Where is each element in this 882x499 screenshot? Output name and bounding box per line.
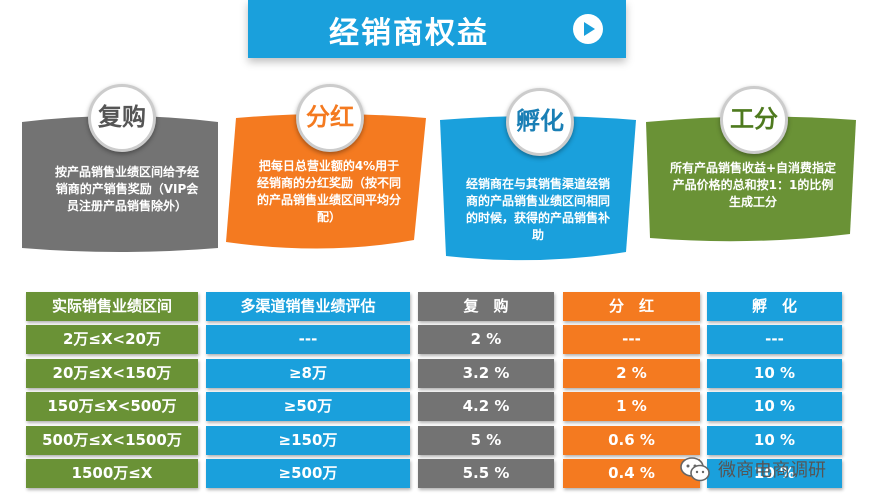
header-dividend: 分 红 (563, 292, 700, 321)
table-row: 20万≤X<150万 ≥8万 3.2 % 2 % 10 % (0, 359, 882, 388)
title-banner: 经销商权益 (248, 0, 626, 58)
table-row: 150万≤X<500万 ≥50万 4.2 % 1 % 10 % (0, 392, 882, 421)
cell-range: 2万≤X<20万 (26, 325, 198, 354)
header-multichannel: 多渠道销售业绩评估 (206, 292, 410, 321)
cell-repurchase: 5.5 % (418, 459, 554, 488)
cell-range: 20万≤X<150万 (26, 359, 198, 388)
table-row: 2万≤X<20万 --- 2 % --- --- (0, 325, 882, 354)
cell-incubation: 10 % (707, 359, 842, 388)
card-dividend-shape (226, 114, 426, 249)
card-workpoints-desc: 所有产品销售收益+自消费指定产品价格的总和按1：1的比例生成工分 (669, 161, 837, 209)
cell-multichannel: ≥150万 (206, 426, 410, 455)
card-dividend-desc: 把每日总营业额的4%用于经销商的分红奖励（按不同的产品销售业绩区间平均分配） (256, 159, 401, 224)
play-icon[interactable] (573, 14, 603, 44)
cell-multichannel: ≥50万 (206, 392, 410, 421)
table-row: 1500万≤X ≥500万 5.5 % 0.4 % 10 % (0, 459, 882, 488)
cell-dividend: 0.6 % (563, 426, 700, 455)
cell-multichannel: ≥8万 (206, 359, 410, 388)
card-incubation-desc: 经销商在与其销售渠道经销商的产品销售业绩区间相同的时候，获得的产品销售补助 (465, 177, 610, 242)
cell-range: 150万≤X<500万 (26, 392, 198, 421)
card-dividend-badge: 分红 (296, 84, 364, 152)
cell-range: 500万≤X<1500万 (26, 426, 198, 455)
cell-dividend: 1 % (563, 392, 700, 421)
card-workpoints-shape (646, 116, 856, 242)
watermark-text: 微商电商调研 (718, 460, 826, 481)
card-incubation-badge: 孵化 (506, 88, 574, 156)
cell-repurchase: 5 % (418, 426, 554, 455)
cell-range: 1500万≤X (26, 459, 198, 488)
cell-multichannel: --- (206, 325, 410, 354)
cell-repurchase: 4.2 % (418, 392, 554, 421)
cell-repurchase: 3.2 % (418, 359, 554, 388)
cell-multichannel: ≥500万 (206, 459, 410, 488)
cell-dividend: --- (563, 325, 700, 354)
card-incubation: 孵化 经销商在与其销售渠道经销商的产品销售业绩区间相同的时候，获得的产品销售补助 (440, 88, 636, 264)
card-workpoints-badge: 工分 (720, 86, 788, 154)
card-repurchase: 复购 按产品销售业绩区间给予经销商的产销售奖励（VIP会员注册产品销售除外） (22, 84, 218, 254)
card-repurchase-desc: 按产品销售业绩区间给予经销商的产销售奖励（VIP会员注册产品销售除外） (54, 165, 199, 213)
table-header-row: 实际销售业绩区间 多渠道销售业绩评估 复 购 分 红 孵 化 (0, 292, 882, 321)
page-title: 经销商权益 (329, 16, 489, 51)
card-incubation-shape (440, 116, 636, 261)
card-dividend: 分红 把每日总营业额的4%用于经销商的分红奖励（按不同的产品销售业绩区间平均分配… (226, 84, 426, 254)
cell-dividend: 2 % (563, 359, 700, 388)
header-incubation: 孵 化 (707, 292, 842, 321)
card-repurchase-shape (22, 116, 218, 252)
header-actual-sales: 实际销售业绩区间 (26, 292, 198, 321)
cell-incubation: --- (707, 325, 842, 354)
cell-incubation: 10 % (707, 426, 842, 455)
cell-incubation: 10 % (707, 459, 842, 488)
cell-dividend: 0.4 % (563, 459, 700, 488)
header-repurchase: 复 购 (418, 292, 554, 321)
cell-repurchase: 2 % (418, 325, 554, 354)
table-row: 500万≤X<1500万 ≥150万 5 % 0.6 % 10 % (0, 426, 882, 455)
cell-incubation: 10 % (707, 392, 842, 421)
wechat-icon (680, 457, 710, 482)
card-workpoints: 工分 所有产品销售收益+自消费指定产品价格的总和按1：1的比例生成工分 (646, 86, 856, 242)
card-repurchase-badge: 复购 (88, 84, 156, 152)
